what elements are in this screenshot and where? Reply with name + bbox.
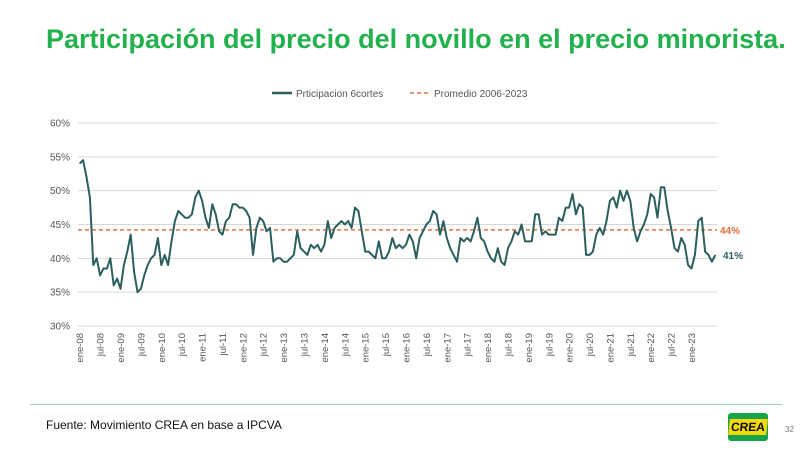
chart-legend: Prticipacion 6cortes Promedio 2006-2023 xyxy=(272,89,528,100)
page-title: Participación del precio del novillo en … xyxy=(46,24,786,54)
x-tick-label: ene-19 xyxy=(524,333,535,363)
x-tick-label: ene-10 xyxy=(157,333,168,363)
x-tick-label: ene-18 xyxy=(483,333,494,363)
x-tick-label: ene-08 xyxy=(75,333,86,363)
x-tick-label: jul-17 xyxy=(463,333,474,357)
x-tick-label: jul-09 xyxy=(136,333,147,357)
x-tick-label: jul-18 xyxy=(503,333,514,357)
series-line xyxy=(78,159,717,294)
x-tick-label: jul-20 xyxy=(585,333,596,357)
page-number: 32 xyxy=(785,425,794,434)
x-tick-label: ene-21 xyxy=(605,333,616,363)
source-note: Fuente: Movimiento CREA en base a IPCVA xyxy=(46,418,282,432)
average-annotation: 44% xyxy=(720,226,740,237)
legend-series-label: Prticipacion 6cortes xyxy=(296,89,383,100)
x-tick-label: ene-12 xyxy=(238,333,249,363)
x-axis: ene-08 jul-08 ene-09 jul-09 ene-10 jul-10 ene-… xyxy=(75,333,698,363)
x-tick-label: jul-22 xyxy=(667,333,678,357)
y-tick-label: 50% xyxy=(50,186,70,197)
footer-divider xyxy=(30,404,782,405)
y-tick-label: 40% xyxy=(50,254,70,265)
chart-gridlines xyxy=(78,122,717,327)
x-tick-label: jul-19 xyxy=(544,333,555,357)
x-tick-label: ene-20 xyxy=(565,333,576,363)
line-chart: Prticipacion 6cortes Promedio 2006-2023 … xyxy=(50,89,743,363)
x-tick-label: ene-22 xyxy=(646,333,657,363)
y-axis: 30% 35% 40% 45% 50% 55% 60% xyxy=(50,119,70,333)
legend-average-label: Promedio 2006-2023 xyxy=(434,89,528,100)
x-tick-label: jul-16 xyxy=(422,333,433,357)
y-tick-label: 60% xyxy=(50,119,70,130)
logo-text: CREA xyxy=(728,419,768,435)
x-tick-label: jul-15 xyxy=(381,333,392,357)
x-tick-label: jul-11 xyxy=(218,333,229,357)
x-tick-label: ene-11 xyxy=(198,333,209,362)
x-tick-label: ene-13 xyxy=(279,333,290,363)
x-tick-label: ene-09 xyxy=(116,333,127,363)
y-tick-label: 35% xyxy=(50,288,70,299)
x-tick-label: jul-08 xyxy=(96,333,107,357)
x-tick-label: ene-16 xyxy=(401,333,412,363)
x-tick-label: jul-14 xyxy=(340,333,351,357)
x-tick-label: ene-14 xyxy=(320,333,331,363)
last-value-annotation: 41% xyxy=(723,251,743,262)
x-tick-label: jul-10 xyxy=(177,333,188,357)
x-tick-label: ene-23 xyxy=(687,333,698,363)
y-tick-label: 45% xyxy=(50,220,70,231)
x-tick-label: jul-21 xyxy=(626,333,637,357)
x-tick-label: ene-17 xyxy=(442,333,453,363)
y-tick-label: 30% xyxy=(50,322,70,333)
y-tick-label: 55% xyxy=(50,152,70,163)
x-tick-label: jul-13 xyxy=(300,333,311,357)
x-tick-label: jul-12 xyxy=(259,333,270,357)
crea-logo: CREA xyxy=(728,413,768,441)
x-tick-label: ene-15 xyxy=(361,333,372,363)
